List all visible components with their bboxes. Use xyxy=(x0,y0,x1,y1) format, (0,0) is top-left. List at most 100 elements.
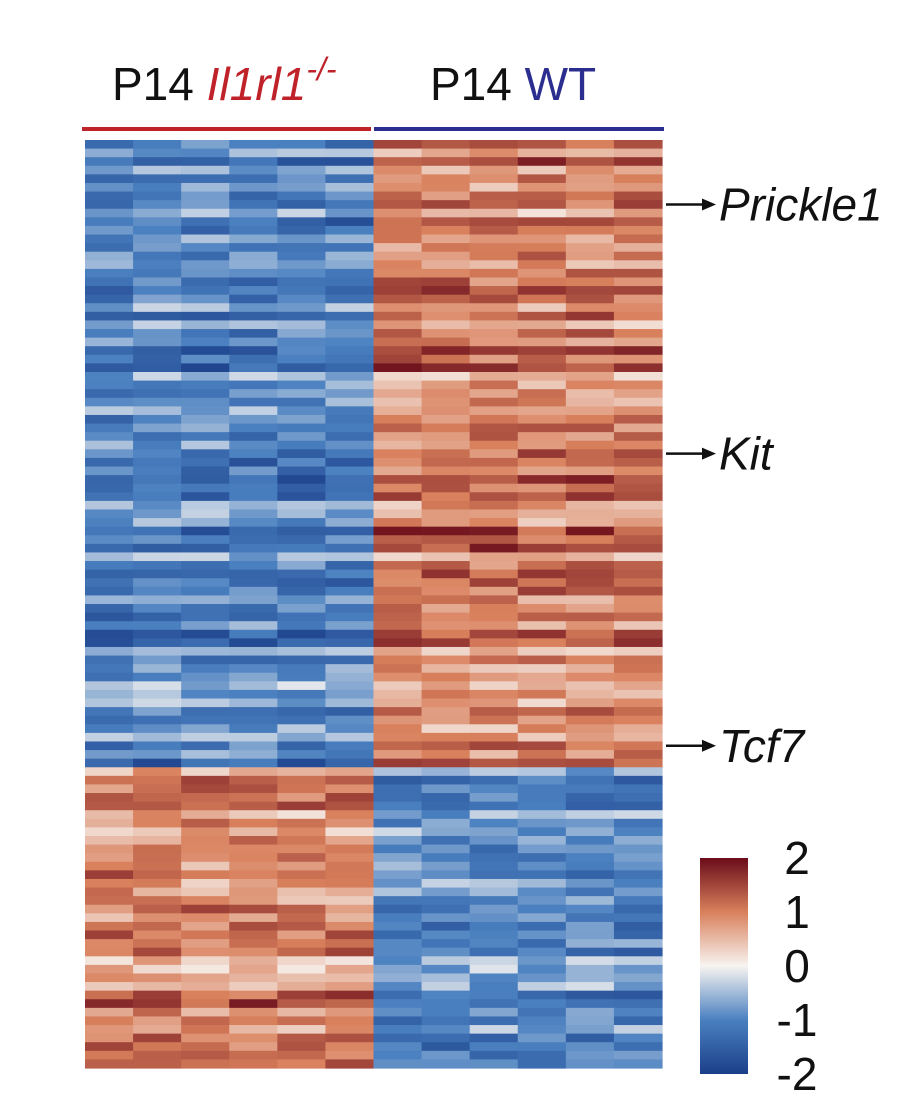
heatmap-cell xyxy=(373,741,423,751)
heatmap-cell xyxy=(85,397,134,407)
heatmap-cell xyxy=(565,904,615,914)
heatmap-cell xyxy=(517,1007,567,1018)
heatmap-cell xyxy=(277,509,327,519)
heatmap-cell xyxy=(469,801,519,811)
heatmap-cell xyxy=(613,397,663,407)
heatmap-cell xyxy=(613,887,663,897)
heatmap-cell xyxy=(421,887,471,897)
heatmap-cell xyxy=(325,457,375,468)
heatmap-cell xyxy=(85,672,134,682)
heatmap-cell xyxy=(133,870,182,880)
heatmap-cell xyxy=(469,904,519,914)
heatmap-cell xyxy=(277,140,327,150)
heatmap-cell xyxy=(469,724,519,734)
heatmap-cell xyxy=(133,836,182,846)
heatmap-cell xyxy=(229,260,278,270)
heatmap-cell xyxy=(613,698,663,708)
heatmap-cell xyxy=(421,174,471,184)
heatmap-cell xyxy=(85,200,134,210)
heatmap-cell xyxy=(421,200,471,210)
heatmap-cell xyxy=(85,750,134,760)
heatmap-cell xyxy=(373,698,423,708)
heatmap-cell xyxy=(469,878,519,889)
heatmap-cell xyxy=(565,707,615,717)
heatmap-cell xyxy=(325,990,375,1000)
heatmap-cell xyxy=(85,509,134,519)
heatmap-cell xyxy=(181,509,230,519)
heatmap-cell xyxy=(517,930,567,940)
heatmap-cell xyxy=(85,612,134,622)
heatmap-cell xyxy=(565,294,615,304)
heatmap-cell xyxy=(565,767,615,777)
heatmap-cell xyxy=(325,234,375,244)
heatmap-cell xyxy=(421,655,471,665)
heatmap-cell xyxy=(229,518,278,528)
heatmap-cell xyxy=(181,1042,230,1052)
group-name-wildtype: WT xyxy=(525,58,597,110)
heatmap-cell xyxy=(421,208,471,218)
heatmap-cell xyxy=(229,956,278,966)
heatmap-cell xyxy=(373,569,423,579)
heatmap-cell xyxy=(613,878,663,889)
heatmap-cell xyxy=(421,268,471,279)
heatmap-cell xyxy=(613,638,663,648)
heatmap-cell xyxy=(613,294,663,304)
heatmap-cell xyxy=(613,827,663,837)
heatmap-cell xyxy=(373,921,423,932)
heatmap-cell xyxy=(613,939,663,949)
heatmap-cell xyxy=(469,225,519,236)
heatmap-cell xyxy=(85,689,134,700)
heatmap-cell xyxy=(565,406,615,416)
heatmap-cell xyxy=(229,397,278,407)
heatmap-cell xyxy=(565,440,615,450)
heatmap-cell xyxy=(181,561,230,571)
heatmap-cell xyxy=(613,148,663,158)
heatmap-cell xyxy=(565,629,615,639)
heatmap-cell xyxy=(469,286,519,296)
heatmap-cell xyxy=(133,982,182,992)
heatmap-cell xyxy=(421,801,471,811)
heatmap-cell xyxy=(85,827,134,837)
heatmap-cell xyxy=(325,810,375,820)
heatmap-cell xyxy=(229,475,278,485)
heatmap-cell xyxy=(373,526,423,536)
heatmap-cell xyxy=(181,999,230,1009)
heatmap-cell xyxy=(421,836,471,846)
heatmap-cell xyxy=(229,784,278,794)
heatmap-cell xyxy=(229,1033,278,1043)
heatmap-cell xyxy=(325,354,375,364)
heatmap-cell xyxy=(133,165,182,175)
heatmap-cell xyxy=(517,827,567,837)
heatmap-cell xyxy=(133,621,182,631)
heatmap-cell xyxy=(517,629,567,639)
heatmap-cell xyxy=(517,432,567,442)
heatmap-cell xyxy=(469,440,519,450)
heatmap-cell xyxy=(277,148,327,158)
heatmap-cell xyxy=(229,844,278,854)
heatmap-cell xyxy=(565,930,615,940)
heatmap-cell xyxy=(421,535,471,545)
heatmap-cell xyxy=(421,569,471,579)
heatmap-cell xyxy=(421,810,471,820)
heatmap-cell xyxy=(325,621,375,631)
heatmap-cell xyxy=(517,664,567,674)
heatmap-cell xyxy=(565,552,615,562)
heatmap-cell xyxy=(277,681,327,691)
heatmap-cell xyxy=(373,939,423,949)
heatmap-cell xyxy=(469,200,519,210)
heatmap-cell xyxy=(517,1050,567,1060)
heatmap-cell xyxy=(517,1025,567,1035)
heatmap-cell xyxy=(565,947,615,957)
heatmap-cell xyxy=(373,457,423,468)
heatmap-cell xyxy=(565,354,615,364)
heatmap-cell xyxy=(229,483,278,493)
heatmap-cell xyxy=(85,243,134,253)
heatmap-cell xyxy=(517,200,567,210)
heatmap-cell xyxy=(565,372,615,382)
heatmap-cell xyxy=(277,861,327,871)
heatmap-cell xyxy=(277,655,327,665)
heatmap-cell xyxy=(517,311,567,322)
heatmap-cell xyxy=(85,921,134,932)
heatmap-cell xyxy=(181,681,230,691)
heatmap-cell xyxy=(565,604,615,614)
